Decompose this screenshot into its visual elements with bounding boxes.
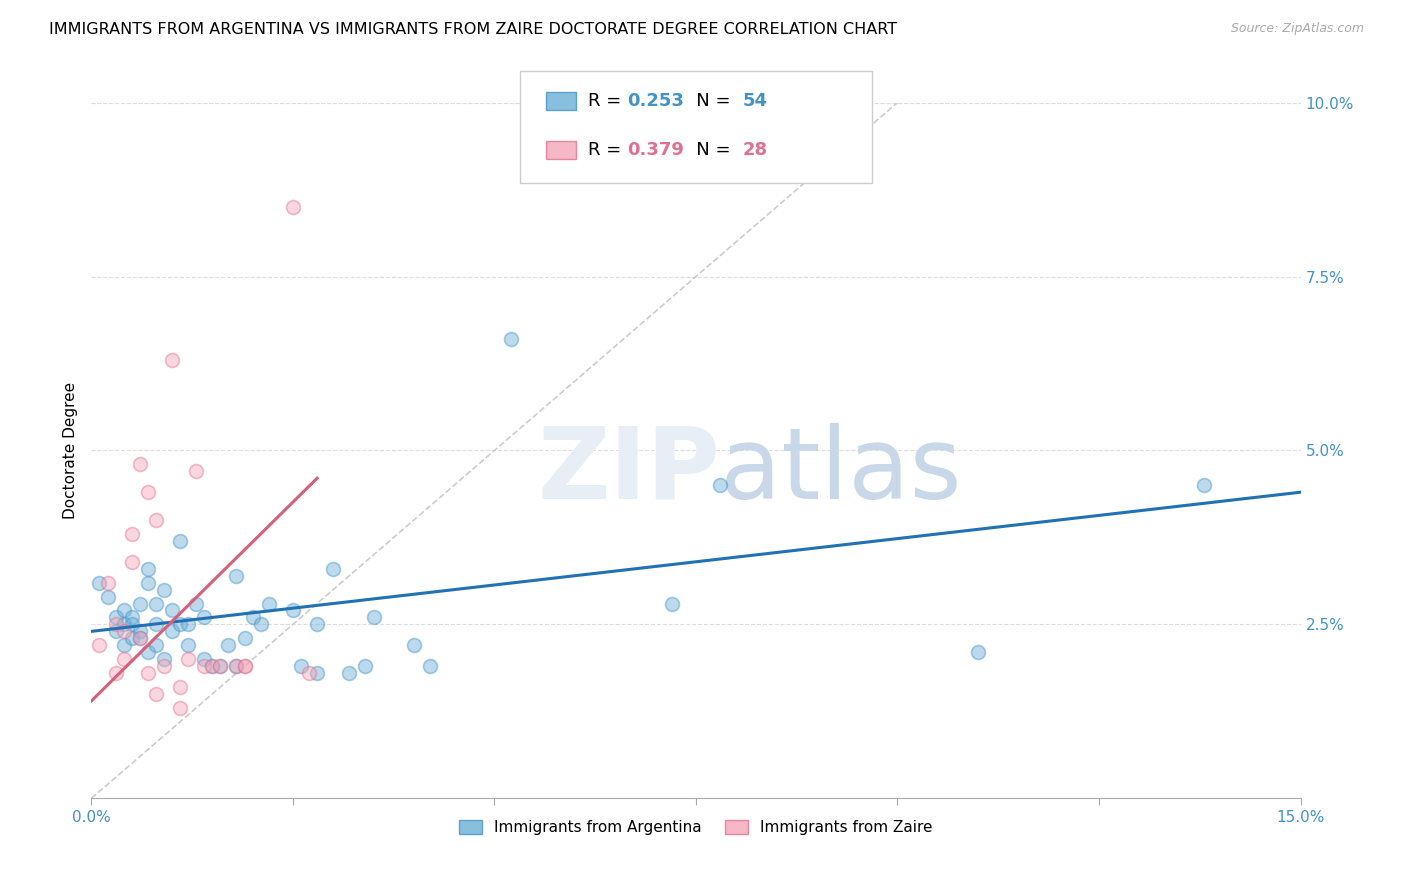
Text: 0.253: 0.253 [627,92,683,110]
Point [233,659,256,673]
Point [354,659,377,673]
Point [153,659,176,673]
Point [193,652,215,666]
Point [177,638,200,652]
Point [160,624,183,639]
Point [136,645,159,659]
Text: R =: R = [588,141,627,159]
Point [209,659,232,673]
Point [121,527,143,541]
Point [307,617,329,632]
Point [128,624,150,639]
Point [128,458,150,472]
Text: atlas: atlas [720,423,962,520]
Point [112,603,135,617]
Point [104,610,127,624]
Point [967,645,990,659]
Point [177,617,200,632]
Text: 0.379: 0.379 [627,141,683,159]
Point [153,582,176,597]
Point [249,617,271,632]
Point [128,597,150,611]
Point [186,597,208,611]
Point [96,590,118,604]
Point [112,638,135,652]
Text: 54: 54 [742,92,768,110]
Point [242,610,264,624]
Point [257,597,280,611]
Point [177,652,200,666]
Point [337,666,360,681]
Point [225,659,247,673]
Point [709,478,731,492]
Point [169,617,191,632]
Point [661,597,683,611]
Point [121,632,143,646]
Text: N =: N = [679,141,737,159]
Point [193,659,215,673]
Point [136,562,159,576]
Point [145,638,167,652]
Point [145,617,167,632]
Text: ZIP: ZIP [537,423,720,520]
Point [145,597,167,611]
Point [217,638,239,652]
Point [290,659,312,673]
Point [201,659,224,673]
Point [145,687,167,701]
Point [128,632,150,646]
Point [169,680,191,694]
Point [136,485,159,500]
Point [136,575,159,590]
Text: 28: 28 [742,141,768,159]
Point [153,652,176,666]
Point [402,638,425,652]
Point [281,603,304,617]
Point [160,353,183,368]
Point [419,659,441,673]
Point [104,624,127,639]
Point [112,652,135,666]
Point [322,562,344,576]
Point [112,624,135,639]
Point [201,659,224,673]
Point [281,200,304,214]
Point [233,659,256,673]
Point [499,332,522,346]
Point [193,610,215,624]
Point [89,575,111,590]
Point [145,513,167,527]
Point [112,617,135,632]
Point [89,638,111,652]
Point [96,575,118,590]
Point [160,603,183,617]
Text: N =: N = [679,92,737,110]
Point [1192,478,1215,492]
Point [128,632,150,646]
Point [121,555,143,569]
Point [225,568,247,582]
Y-axis label: Doctorate Degree: Doctorate Degree [62,382,77,519]
Point [104,666,127,681]
Point [136,666,159,681]
Point [104,617,127,632]
Point [209,659,232,673]
Point [363,610,385,624]
Point [121,617,143,632]
Text: R =: R = [588,92,627,110]
Point [233,632,256,646]
Point [121,610,143,624]
Point [186,464,208,478]
Legend: Immigrants from Argentina, Immigrants from Zaire: Immigrants from Argentina, Immigrants fr… [451,812,941,843]
Point [169,701,191,715]
Point [225,659,247,673]
Point [169,533,191,548]
Text: Source: ZipAtlas.com: Source: ZipAtlas.com [1230,22,1364,36]
Point [298,666,321,681]
Text: IMMIGRANTS FROM ARGENTINA VS IMMIGRANTS FROM ZAIRE DOCTORATE DEGREE CORRELATION : IMMIGRANTS FROM ARGENTINA VS IMMIGRANTS … [49,22,897,37]
Point [307,666,329,681]
